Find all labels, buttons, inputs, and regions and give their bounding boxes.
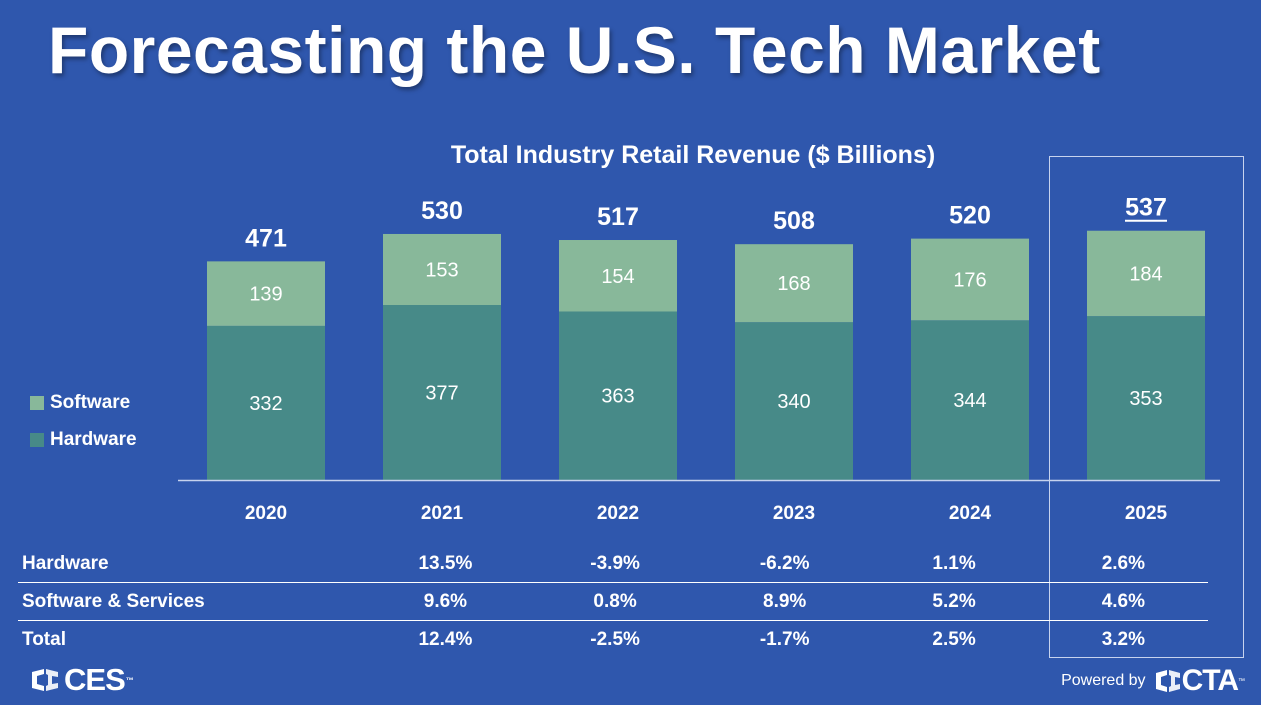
data-label-hardware: 377	[425, 382, 458, 404]
ces-logo-mark-icon	[32, 669, 58, 691]
growth-cell: 2.5%	[869, 620, 1039, 658]
ces-logo: CES ™	[30, 662, 134, 698]
x-tick-label: 2025	[1125, 503, 1168, 524]
chart-legend: Software Hardware	[30, 384, 137, 458]
growth-cell: 2.6%	[1101, 552, 1145, 574]
x-tick-label: 2020	[245, 503, 287, 524]
x-tick-label: 2021	[421, 503, 464, 524]
growth-cell: 3.2%	[1038, 620, 1208, 658]
growth-table-row: Total 12.4% -2.5% -1.7% 2.5% 3.2%	[18, 620, 1208, 658]
growth-table-row: Software & Services 9.6% 0.8% 8.9% 5.2% 4.6%	[18, 582, 1208, 621]
growth-table: Hardware 13.5% -3.9% -6.2% 1.1% 2.6% Software …	[18, 545, 1208, 658]
legend-item-hardware: Hardware	[30, 421, 137, 458]
bar-software	[383, 233, 501, 305]
legend-swatch-hardware	[30, 432, 44, 447]
chart-title: Total Industry Retail Revenue ($ Billion…	[450, 141, 936, 169]
total-label: 471	[245, 224, 287, 252]
growth-row-label: Software & Services	[18, 582, 361, 621]
data-label-hardware: 363	[601, 386, 634, 408]
bar-hardware	[911, 320, 1029, 480]
cta-logo-mark-icon	[1155, 670, 1180, 692]
bar-software	[1087, 230, 1205, 317]
data-label-hardware: 353	[1129, 388, 1162, 410]
bar-software	[735, 244, 853, 323]
growth-cell: 5.2%	[869, 582, 1039, 621]
growth-cell: 4.6%	[1038, 582, 1208, 621]
slide-title: Forecasting the U.S. Tech Market	[48, 13, 1101, 87]
growth-cell: 0.8%	[530, 582, 700, 621]
cta-logo-text: CTA	[1181, 664, 1239, 697]
x-tick-label: 2022	[597, 503, 639, 524]
bar-software	[559, 240, 677, 312]
bar-hardware	[735, 322, 853, 480]
ces-trademark: ™	[125, 675, 134, 685]
data-label-software: 184	[1129, 263, 1162, 285]
ces-logo-text: CES	[64, 662, 126, 697]
growth-cell: -1.7%	[699, 620, 870, 658]
data-label-software: 168	[777, 273, 810, 295]
legend-label-hardware: Hardware	[50, 428, 137, 450]
growth-cell: 13.5%	[418, 552, 473, 574]
data-label-hardware: 332	[249, 393, 282, 415]
legend-swatch-software	[30, 395, 44, 410]
total-label: 508	[773, 207, 815, 235]
x-tick-label: 2023	[773, 503, 815, 524]
legend-label-software: Software	[50, 391, 131, 413]
data-label-software: 153	[425, 259, 458, 281]
growth-cell: 9.6%	[360, 582, 531, 621]
powered-by-cta: Powered by CTA ™	[1061, 664, 1245, 698]
bar-software	[207, 261, 325, 326]
growth-table-row: Hardware 13.5% -3.9% -6.2% 1.1% 2.6%	[18, 545, 1208, 583]
stacked-bar-chart: 332 139 471 2020 377 153 530 2021 363 154 517 2022 3…	[178, 194, 1220, 524]
bar-hardware	[559, 311, 677, 480]
cta-trademark: ™	[1238, 677, 1245, 685]
growth-cell: 8.9%	[699, 582, 870, 621]
growth-row-label: Total	[18, 620, 361, 658]
growth-cell: 1.1%	[932, 552, 976, 574]
total-label: 530	[421, 197, 463, 225]
growth-row-label: Hardware	[22, 552, 109, 574]
growth-cell: -3.9%	[590, 552, 640, 574]
growth-cell: -6.2%	[759, 552, 810, 574]
data-label-software: 139	[249, 284, 282, 306]
total-label: 520	[949, 202, 991, 230]
bar-hardware	[383, 304, 501, 480]
data-label-hardware: 340	[777, 391, 810, 413]
growth-cell: 12.4%	[360, 620, 531, 658]
total-label: 517	[597, 203, 639, 231]
legend-item-software: Software	[30, 384, 137, 421]
data-label-hardware: 344	[953, 390, 986, 412]
bar-hardware	[1087, 316, 1205, 480]
bar-software	[911, 238, 1029, 321]
x-tick-label: 2024	[949, 503, 992, 524]
data-label-software: 176	[953, 269, 986, 291]
data-label-software: 154	[601, 266, 634, 288]
powered-by-text: Powered by	[1061, 672, 1146, 689]
growth-cell: -2.5%	[530, 620, 700, 658]
total-label: 537	[1125, 194, 1167, 222]
bar-hardware	[207, 325, 325, 480]
